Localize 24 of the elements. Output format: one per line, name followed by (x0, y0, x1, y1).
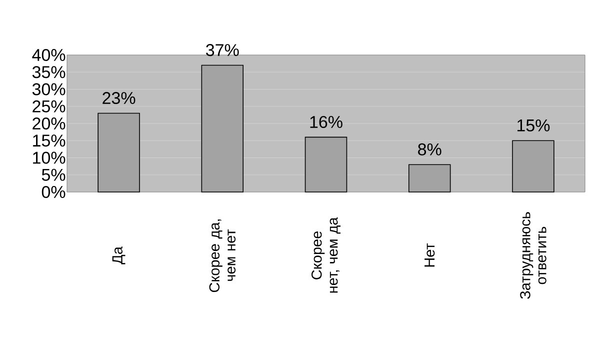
data-label: 15% (517, 119, 550, 132)
bar (512, 140, 554, 192)
x-tick-label: Да (112, 246, 126, 264)
y-tick-label: 5% (42, 168, 66, 181)
x-tick-label: Скорее нет, чем да (311, 217, 341, 293)
y-tick-label: 25% (32, 100, 66, 112)
y-tick-label: 0% (42, 186, 66, 198)
bar (304, 136, 348, 192)
data-label: 8% (418, 143, 442, 156)
data-label: 23% (102, 92, 136, 104)
x-tick-label: Скорее да, чем нет (209, 219, 236, 292)
bar (408, 164, 451, 192)
x-tick-label: Нет (424, 243, 435, 267)
y-tick-label: 10% (33, 152, 66, 164)
y-tick-label: 15% (33, 134, 66, 147)
y-tick-label: 20% (32, 117, 66, 130)
y-tick-label: 40% (32, 48, 66, 62)
bar (201, 64, 244, 192)
bar (98, 112, 140, 192)
y-tick-label: 30% (32, 83, 66, 96)
y-tick-label: 35% (32, 66, 66, 78)
x-tick-label: Затрудняюсь ответить (520, 212, 546, 299)
data-label: 16% (310, 116, 342, 128)
data-label: 37% (206, 44, 239, 56)
